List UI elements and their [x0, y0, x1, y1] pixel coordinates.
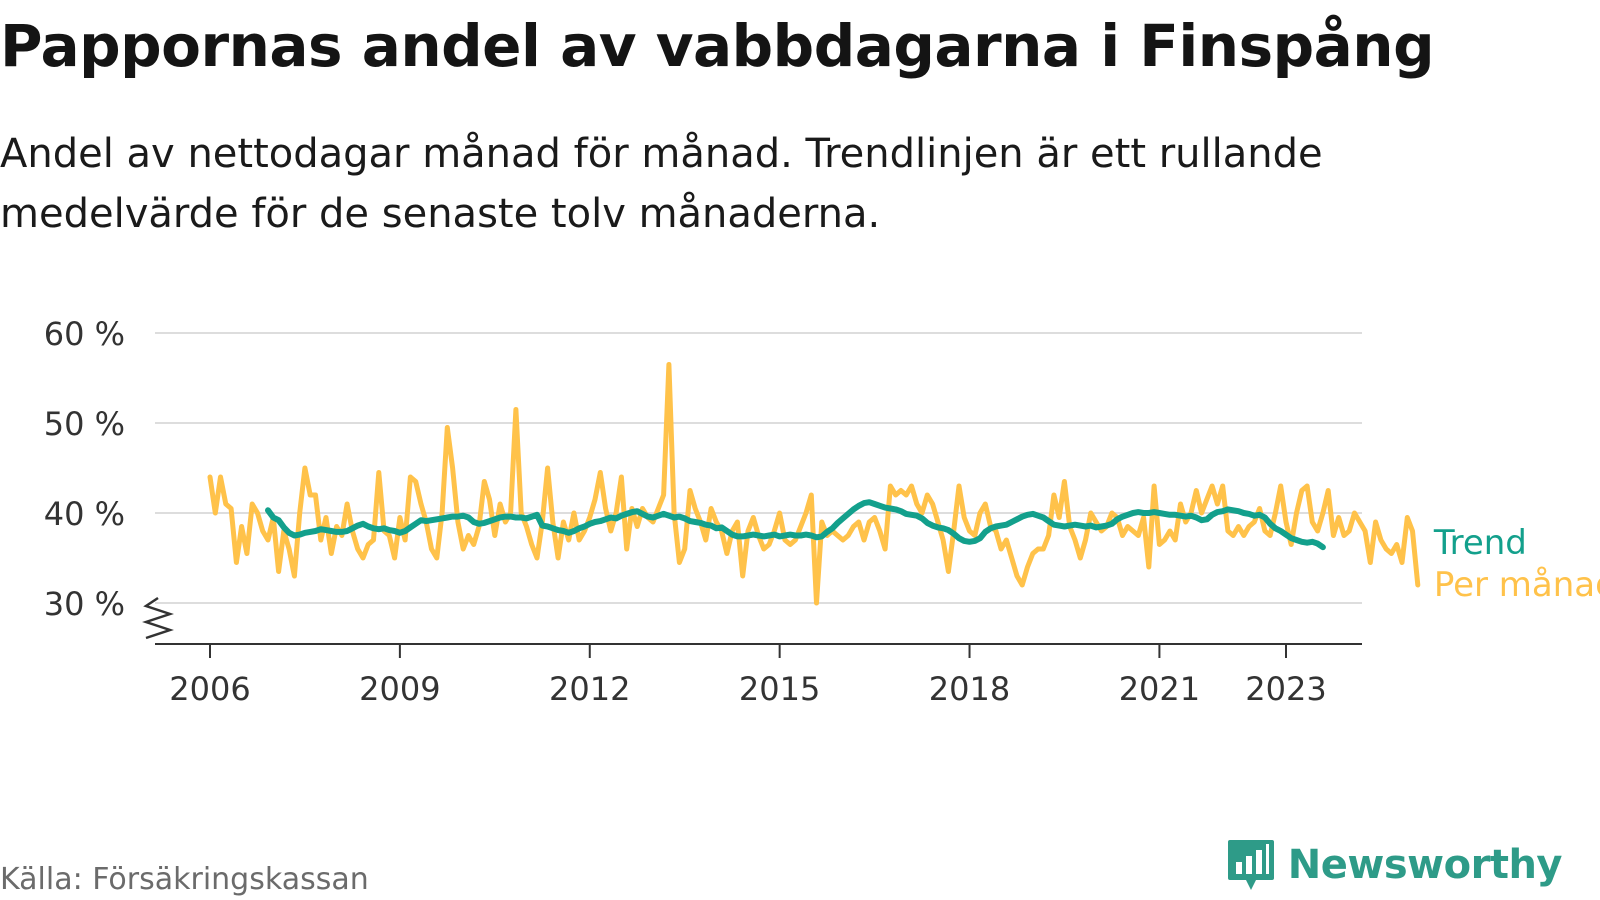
x-tick-label: 2015 [739, 670, 820, 708]
x-tick-label: 2023 [1245, 670, 1326, 708]
x-tick-label: 2009 [359, 670, 440, 708]
brand-name: Newsworthy [1287, 842, 1563, 888]
chart-title: Pappornas andel av vabbdagarna i Finspån… [0, 12, 1435, 80]
legend-trend-label: Trend [1433, 523, 1527, 563]
y-tick-label: 60 % [44, 315, 125, 353]
x-tick-label: 2021 [1119, 670, 1200, 708]
legend-monthly-label: Per månad [1434, 565, 1600, 605]
gridlines [155, 332, 1362, 604]
axis-break-icon [142, 596, 174, 640]
y-tick-label: 50 % [44, 405, 125, 443]
bar-chart-logo-icon [1227, 840, 1274, 890]
x-axis: 2006 2009 2012 2015 2018 2021 2023 [155, 643, 1362, 708]
chart-subtitle: Andel av nettodagar månad för månad. Tre… [0, 131, 1323, 237]
x-tick-label: 2006 [169, 670, 250, 708]
plot-area [207, 362, 1421, 606]
source-note: Källa: Försäkringskassan [0, 862, 369, 897]
line-chart: 30 % 40 % 50 % 60 % 2006 2009 2012 2015 2018 202… [44, 315, 1600, 708]
y-axis: 30 % 40 % 50 % 60 % [44, 315, 174, 640]
monthly-series-line [207, 362, 1421, 606]
y-tick-label: 40 % [44, 495, 125, 533]
brand-logo: Newsworthy [1226, 838, 1563, 892]
trend-series-line [265, 499, 1326, 551]
y-tick-label: 30 % [44, 585, 125, 623]
x-tick-label: 2018 [929, 670, 1010, 708]
x-tick-label: 2012 [549, 670, 630, 708]
